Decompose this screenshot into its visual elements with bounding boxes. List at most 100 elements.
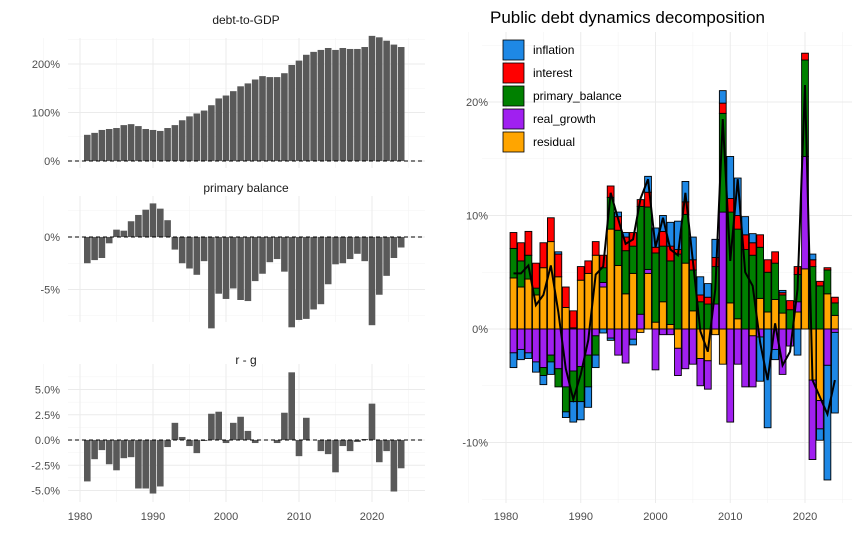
- bar-residual-1982: [518, 287, 525, 329]
- bar-2006: [267, 77, 274, 161]
- bar-primary_balance-1987: [555, 369, 562, 387]
- decomposition-title: Public debt dynamics decomposition: [490, 8, 765, 27]
- bar-inflation-2022: [817, 429, 824, 440]
- bar-interest-1989: [570, 311, 577, 328]
- bar-real_growth-2004: [682, 329, 689, 369]
- bar-interest-2024: [832, 297, 839, 303]
- bar-real_growth-1994: [607, 329, 614, 338]
- bar-2021: [376, 237, 383, 295]
- bar-real_growth-2002: [667, 329, 674, 335]
- bar-2015: [332, 237, 339, 264]
- bar-2023: [391, 45, 398, 161]
- bar-2020: [369, 404, 376, 440]
- legend-label-real_growth: real_growth: [533, 112, 596, 126]
- bar-residual-2004: [682, 263, 689, 329]
- bar-residual-2010: [727, 303, 734, 329]
- bar-1990: [150, 130, 157, 161]
- x-tick-label: 1990: [141, 511, 165, 523]
- bar-1993: [172, 423, 179, 440]
- bar-1996: [194, 440, 201, 453]
- bar-1982: [91, 133, 98, 161]
- bar-2004: [252, 237, 259, 281]
- bar-inflation-2006: [697, 277, 704, 295]
- bar-1985: [113, 440, 120, 470]
- bar-1991: [157, 209, 164, 237]
- bar-2018: [354, 49, 361, 161]
- panel-0: 0%100%200%: [32, 36, 425, 168]
- bar-residual-2001: [660, 302, 667, 329]
- bar-2010: [296, 237, 303, 320]
- bar-primary_balance-1985: [540, 368, 547, 376]
- bar-inflation-1989: [570, 402, 577, 422]
- bar-2013: [318, 440, 325, 451]
- bar-primary_balance-1991: [585, 355, 592, 387]
- bar-residual-1995: [615, 265, 622, 329]
- bar-1997: [201, 237, 208, 261]
- y-tick-label: 0%: [472, 324, 488, 336]
- panel-title-primary-balance: primary balance: [203, 181, 289, 195]
- x-tick-label: 2000: [214, 511, 238, 523]
- bar-real_growth-1985: [540, 329, 547, 368]
- bar-2019: [361, 237, 368, 261]
- bar-1990: [150, 440, 157, 494]
- bar-interest-2001: [660, 231, 667, 246]
- bar-inflation-1997: [630, 339, 637, 345]
- bar-1983: [99, 130, 106, 161]
- bar-primary_balance-1999: [645, 207, 652, 269]
- bar-real_growth-1995: [615, 329, 622, 355]
- bar-interest-2015: [764, 260, 771, 272]
- bar-2007: [274, 237, 281, 259]
- bar-interest-1991: [585, 261, 592, 273]
- bar-1996: [194, 237, 201, 275]
- bar-1983: [99, 440, 106, 450]
- bar-1993: [172, 125, 179, 161]
- bar-residual-1981: [510, 278, 517, 329]
- bar-real_growth-2009: [719, 212, 726, 329]
- bar-1981: [84, 135, 91, 161]
- bar-1983: [99, 237, 106, 258]
- bar-residual-2002: [667, 324, 674, 329]
- bar-2020: [369, 36, 376, 161]
- bar-2011: [303, 418, 310, 440]
- bar-residual-2011: [734, 319, 741, 329]
- bar-1992: [164, 220, 171, 237]
- bar-primary_balance-1986: [547, 355, 554, 362]
- bar-2010: [296, 61, 303, 161]
- bar-1991: [157, 131, 164, 161]
- bar-inflation-2024: [832, 332, 839, 413]
- bar-2008: [281, 237, 288, 272]
- bar-interest-1987: [555, 254, 562, 277]
- legend-label-residual: residual: [533, 135, 575, 149]
- x-tick-label: 2000: [643, 511, 667, 523]
- y-tick-label: -10%: [462, 438, 488, 450]
- bar-real_growth-1993: [600, 282, 607, 287]
- bar-2015: [332, 50, 339, 161]
- bar-2008: [281, 413, 288, 440]
- bar-inflation-1992: [592, 355, 599, 367]
- y-tick-label: 10%: [466, 211, 488, 223]
- bar-inflation-2013: [749, 234, 756, 243]
- bar-2009: [288, 237, 295, 327]
- bar-1998: [208, 414, 215, 440]
- bar-residual-2013: [749, 329, 756, 336]
- bar-1990: [150, 203, 157, 237]
- bar-real_growth-1983: [525, 329, 532, 353]
- y-tick-label: 0%: [44, 156, 60, 168]
- bar-1981: [84, 440, 91, 481]
- bar-2006: [267, 237, 274, 262]
- bar-real_growth-1996: [622, 329, 629, 363]
- bar-1988: [135, 126, 142, 161]
- bar-real_growth-2012: [742, 329, 749, 387]
- bar-1995: [186, 440, 193, 446]
- bar-residual-2020: [802, 269, 809, 329]
- bar-residual-1997: [630, 273, 637, 329]
- bar-residual-2005: [689, 311, 696, 329]
- bar-real_growth-1999: [645, 269, 652, 273]
- bar-2017: [347, 49, 354, 161]
- legend-swatch-interest: [503, 63, 524, 83]
- bar-1988: [135, 215, 142, 237]
- bar-residual-1988: [562, 307, 569, 329]
- bar-1998: [208, 105, 215, 161]
- bar-interest-2000: [652, 247, 659, 253]
